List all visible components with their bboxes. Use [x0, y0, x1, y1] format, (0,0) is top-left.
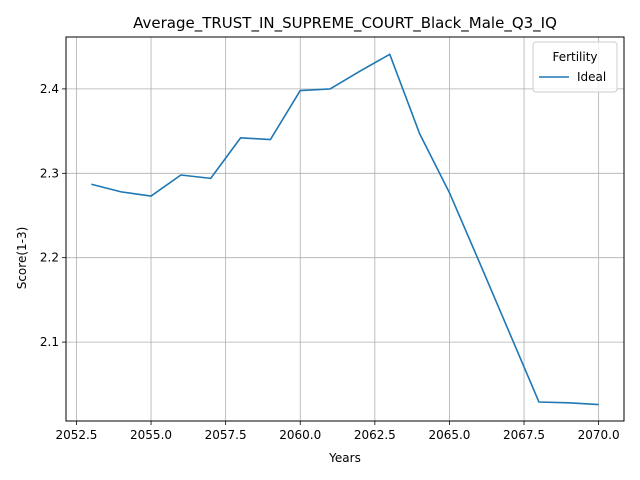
y-axis-label: Score(1-3) — [15, 227, 29, 290]
y-tick-label: 2.2 — [40, 251, 59, 265]
legend-box — [532, 41, 618, 93]
plot-frame — [65, 36, 625, 422]
y-tick-label: 2.4 — [40, 82, 59, 96]
y-tick-label: 2.1 — [40, 335, 59, 349]
series-group — [91, 53, 599, 406]
x-tick-label: 2062.5 — [354, 428, 396, 442]
series-line-ideal — [91, 53, 599, 406]
x-tick-label: 2060.0 — [279, 428, 321, 442]
chart-title: Average_TRUST_IN_SUPREME_COURT_Black_Mal… — [133, 14, 557, 33]
legend-title: Fertility — [552, 50, 597, 64]
x-tick-label: 2070.0 — [578, 428, 620, 442]
axis-ticks: 2052.5 2055.0 2057.5 2060.0 2062.5 2065.0 2067… — [40, 82, 620, 442]
legend: Fertility Ideal — [532, 41, 618, 93]
grid — [66, 37, 624, 421]
y-tick-label: 2.3 — [40, 166, 59, 180]
x-tick-label: 2052.5 — [55, 428, 97, 442]
x-tick-label: 2065.0 — [428, 428, 470, 442]
legend-label-ideal: Ideal — [577, 70, 606, 84]
x-tick-label: 2057.5 — [205, 428, 247, 442]
x-axis-label: Years — [328, 451, 361, 465]
x-tick-label: 2055.0 — [130, 428, 172, 442]
x-tick-label: 2067.5 — [503, 428, 545, 442]
